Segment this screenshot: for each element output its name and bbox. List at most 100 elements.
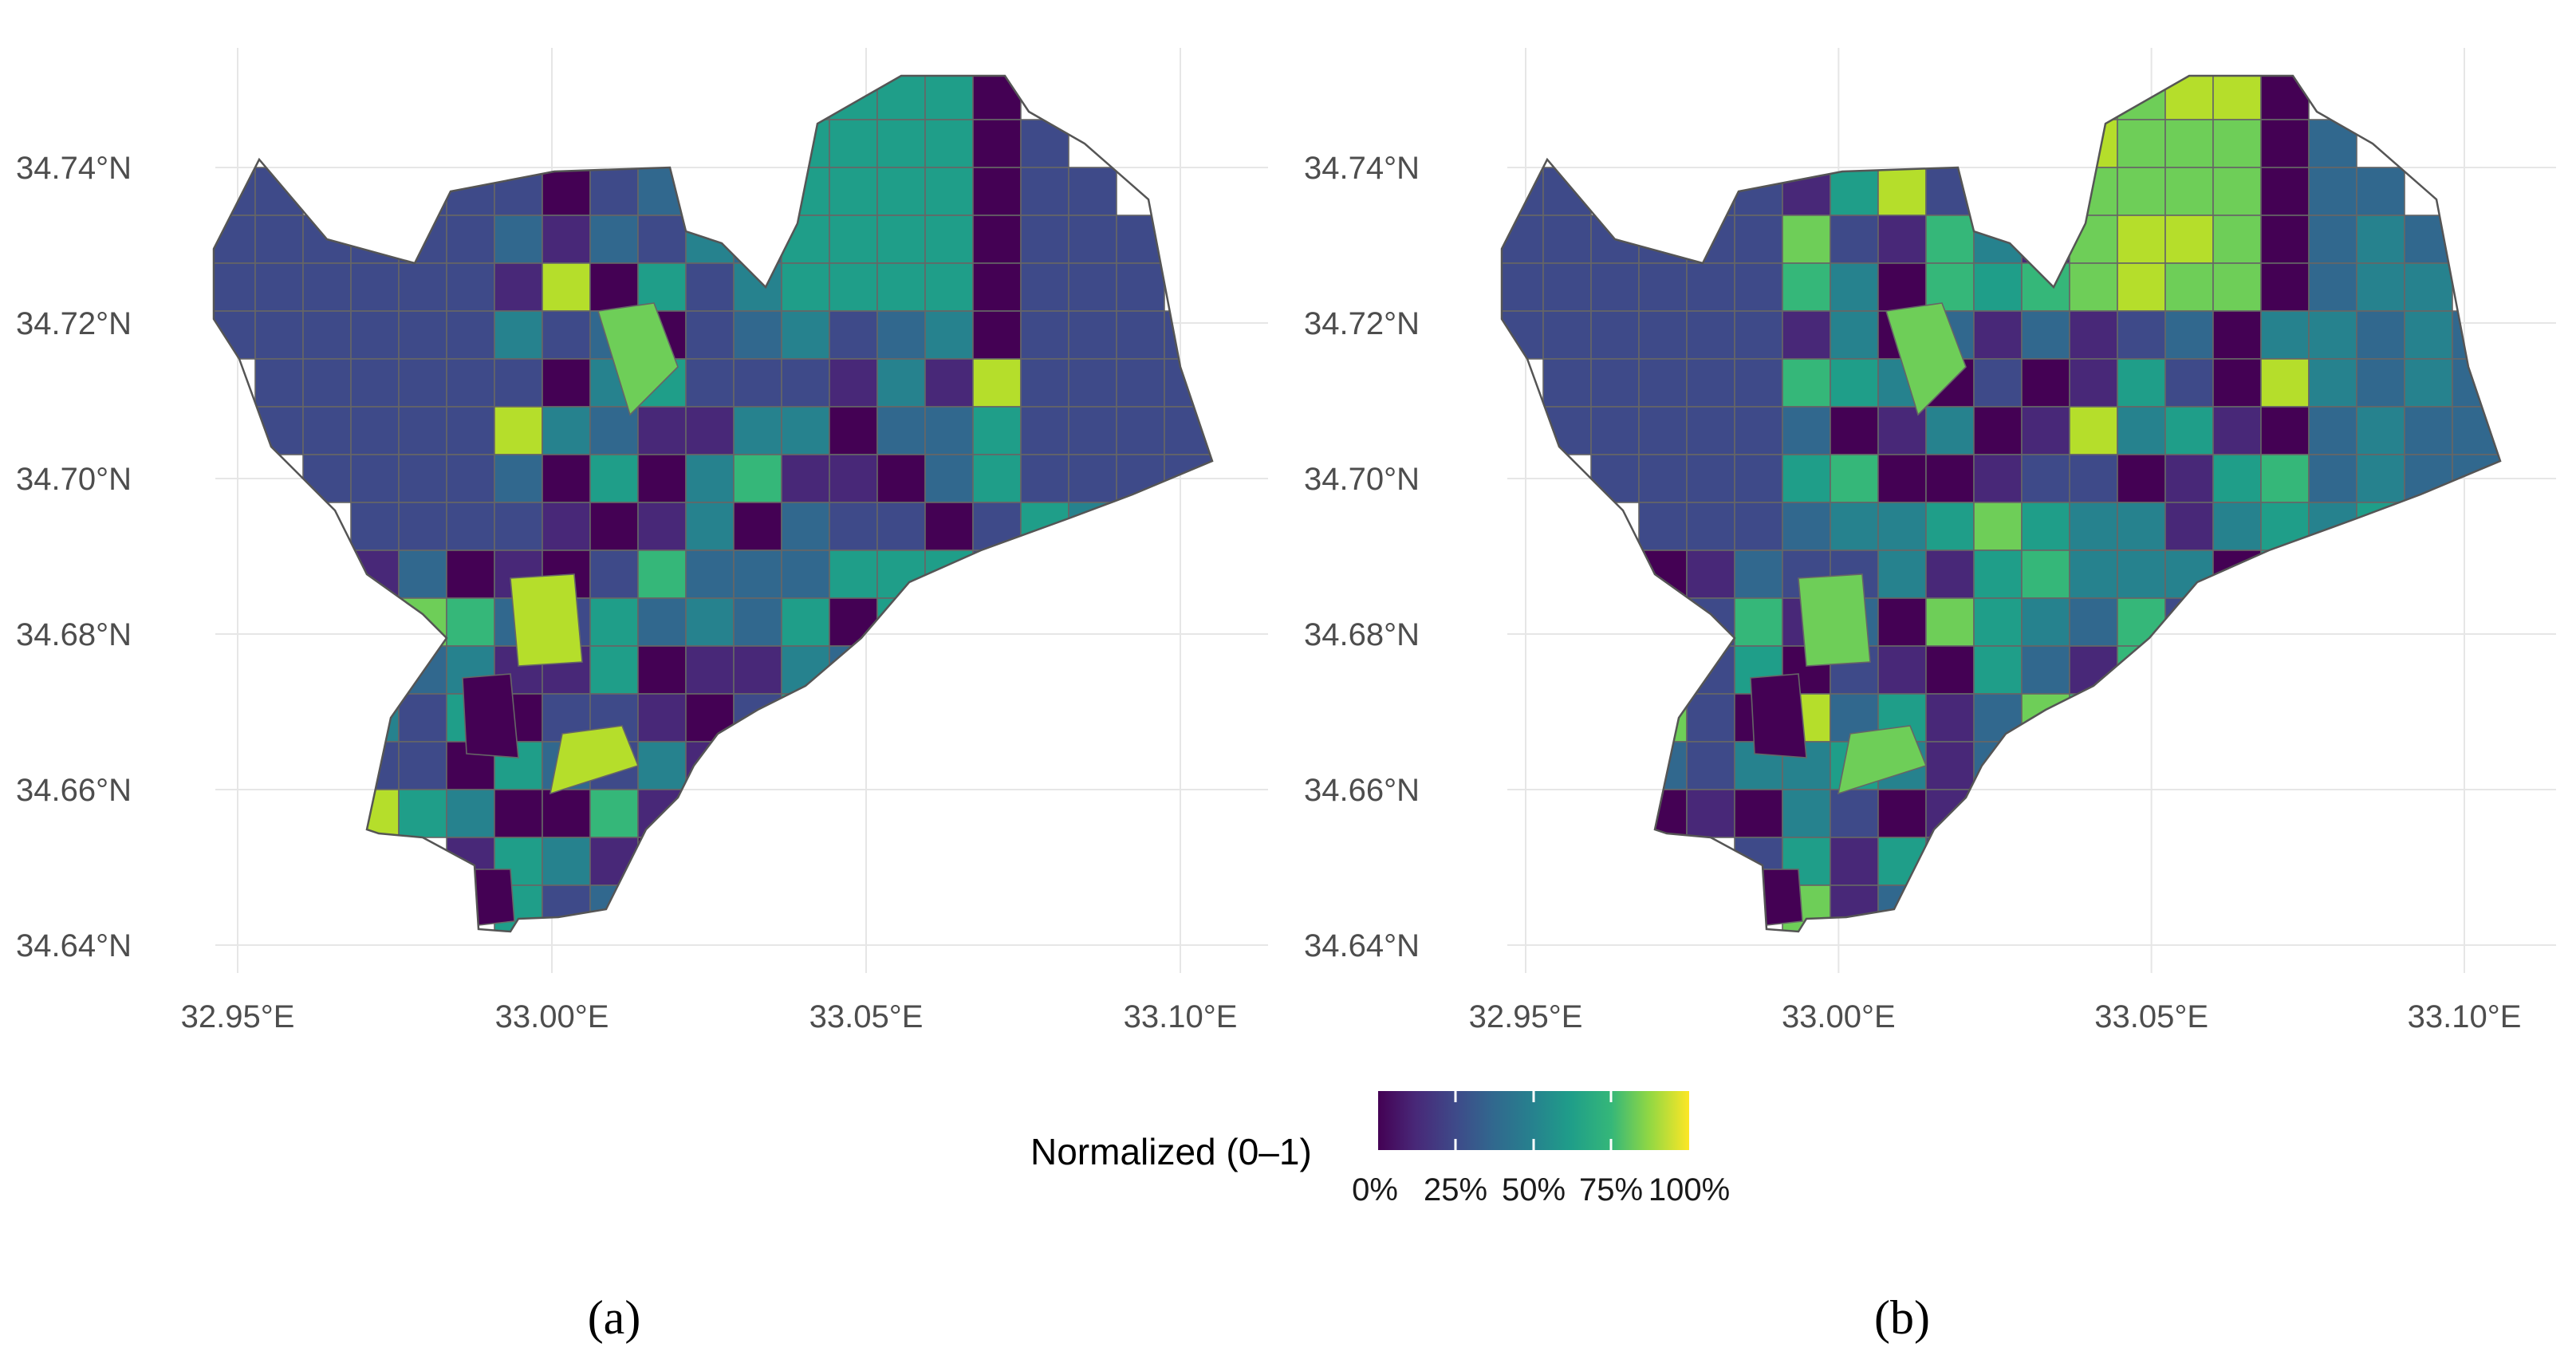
district-cell	[1542, 167, 1592, 216]
district-cell	[589, 550, 639, 599]
district-cell	[1877, 597, 1927, 647]
district-cell	[446, 310, 495, 360]
district-cell	[637, 406, 687, 455]
district-cell	[1830, 884, 1879, 932]
district-cell	[2260, 167, 2310, 216]
district-cell	[876, 76, 926, 120]
district-cell	[924, 310, 974, 360]
district-cell	[637, 502, 687, 551]
district-cell	[1020, 119, 1069, 168]
district-cell	[2117, 597, 2166, 647]
district-cell	[1877, 645, 1927, 695]
district-cell	[1068, 406, 1117, 455]
district-cell	[733, 310, 782, 360]
district-cell	[781, 406, 830, 455]
lat-tick-label: 34.68°N	[1304, 617, 1420, 652]
district-cell	[2452, 406, 2500, 455]
district-cell	[733, 358, 782, 408]
district-cell	[542, 406, 591, 455]
lat-tick-labels: 34.74°N 34.72°N 34.70°N 34.68°N 34.66°N …	[16, 151, 132, 963]
district-cell	[685, 693, 735, 743]
lat-tick-label: 34.74°N	[1304, 151, 1420, 186]
district-cell	[1542, 358, 1592, 408]
district-cell	[1116, 310, 1165, 360]
district-cell	[2164, 215, 2214, 264]
district-cell	[637, 454, 687, 503]
district-cell	[462, 673, 519, 758]
district-cell	[1973, 406, 2023, 455]
district-cell	[2021, 454, 2070, 503]
district-cell	[1973, 502, 2023, 551]
district-cell	[446, 550, 495, 599]
district-cell	[1925, 167, 1975, 216]
district-cell	[1686, 550, 1735, 599]
district-cell	[781, 550, 830, 599]
district-cell	[2212, 358, 2262, 408]
district-cell	[829, 502, 878, 551]
district-cell	[398, 597, 447, 647]
district-cell	[829, 310, 878, 360]
district-cell	[398, 789, 447, 838]
district-cell	[2164, 76, 2214, 120]
district-cell	[1830, 502, 1879, 551]
district-cell	[2069, 310, 2118, 360]
district-cell	[2117, 215, 2166, 264]
district-cell	[781, 167, 830, 216]
district-cell	[2212, 502, 2262, 551]
district-cell	[1925, 215, 1975, 264]
district-cell	[254, 215, 304, 264]
district-cell	[542, 167, 591, 216]
district-cell	[494, 310, 543, 360]
district-cell	[1734, 789, 1783, 838]
district-cell	[1020, 454, 1069, 503]
district-cell	[829, 597, 878, 647]
district-cell	[589, 167, 639, 216]
district-cell	[1762, 869, 1803, 926]
district-cell	[2308, 262, 2357, 312]
panel-caption-a: (a)	[588, 1291, 641, 1344]
district-cell	[1686, 215, 1735, 264]
district-cell	[1686, 358, 1735, 408]
district-cell	[542, 837, 591, 886]
district-cell	[781, 693, 830, 743]
district-cell	[2212, 76, 2262, 120]
district-cell	[1116, 215, 1165, 264]
district-cell	[398, 693, 447, 743]
district-cell	[1877, 167, 1927, 216]
district-cell	[2164, 502, 2214, 551]
district-cell	[972, 406, 1022, 455]
district-cell	[2308, 310, 2357, 360]
district-cell	[1590, 406, 1640, 455]
district-cell	[2356, 454, 2405, 503]
district-cell	[2069, 167, 2118, 216]
district-cell	[597, 302, 679, 416]
district-cell	[1837, 725, 1928, 795]
district-cell	[542, 454, 591, 503]
district-cell	[2356, 406, 2405, 455]
district-cell	[214, 167, 256, 216]
district-cell	[398, 262, 447, 312]
district-cell	[2164, 310, 2214, 360]
district-cell	[876, 454, 926, 503]
district-cell	[446, 406, 495, 455]
district-cell	[589, 454, 639, 503]
district-cell	[2021, 406, 2070, 455]
district-cell	[1638, 310, 1688, 360]
district-cell	[637, 215, 687, 264]
district-cell	[733, 550, 782, 599]
lat-tick-label: 34.64°N	[16, 928, 132, 963]
district-cell	[2260, 358, 2310, 408]
district-cell	[733, 215, 782, 264]
district-cell	[2164, 262, 2214, 312]
district-cell	[876, 310, 926, 360]
region-outline	[212, 74, 1214, 933]
district-cell	[2356, 262, 2405, 312]
district-cell	[876, 119, 926, 168]
district-cell	[1020, 215, 1069, 264]
district-cell	[781, 358, 830, 408]
district-cell	[2117, 358, 2166, 408]
district-cell	[1973, 550, 2023, 599]
district-cell	[398, 741, 447, 790]
district-cell	[1830, 454, 1879, 503]
